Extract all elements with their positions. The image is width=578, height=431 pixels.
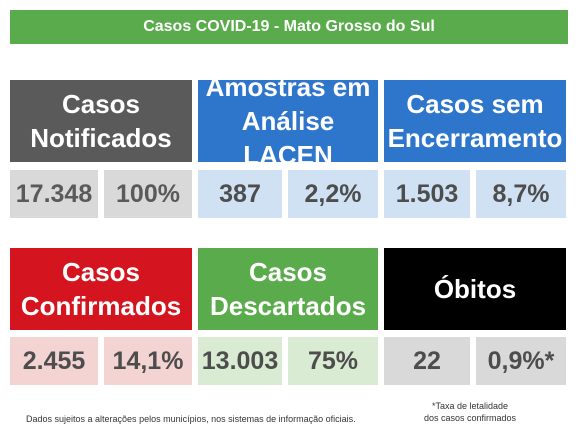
lacen-percent: 2,2% bbox=[288, 170, 378, 218]
confirmados-line1: Casos bbox=[61, 257, 141, 287]
descartados-line1: Casos bbox=[248, 257, 328, 287]
notificados-line1: Casos bbox=[61, 89, 141, 119]
notificados-header: Casos Notificados bbox=[10, 80, 192, 162]
encerramento-value: 1.503 bbox=[384, 170, 470, 218]
lacen-value: 387 bbox=[198, 170, 282, 218]
descartados-header: Casos Descartados bbox=[198, 248, 378, 330]
page-title: Casos COVID-19 - Mato Grosso do Sul bbox=[10, 10, 568, 44]
encerramento-percent: 8,7% bbox=[476, 170, 566, 218]
confirmados-header: Casos Confirmados bbox=[10, 248, 192, 330]
lethality-note-line1: *Taxa de letalidade bbox=[431, 401, 509, 411]
obitos-percent: 0,9%* bbox=[476, 337, 566, 385]
lacen-line1: Amostras em bbox=[205, 72, 371, 102]
obitos-line1: Óbitos bbox=[433, 274, 517, 304]
confirmados-percent: 14,1% bbox=[104, 337, 192, 385]
notificados-line2: Notificados bbox=[30, 123, 172, 153]
obitos-value: 22 bbox=[384, 337, 470, 385]
lethality-note: *Taxa de letalidade dos casos confirmado… bbox=[410, 400, 530, 424]
obitos-header: Óbitos bbox=[384, 248, 566, 330]
confirmados-line2: Confirmados bbox=[20, 291, 182, 321]
lacen-header: Amostras em Análise LACEN bbox=[198, 72, 378, 170]
descartados-line2: Descartados bbox=[209, 291, 367, 321]
notificados-value: 17.348 bbox=[10, 170, 98, 218]
notificados-percent: 100% bbox=[104, 170, 192, 218]
descartados-value: 13.003 bbox=[198, 337, 282, 385]
encerramento-line1: Casos sem bbox=[406, 89, 544, 119]
encerramento-header: Casos sem Encerramento bbox=[384, 80, 566, 162]
confirmados-value: 2.455 bbox=[10, 337, 98, 385]
descartados-percent: 75% bbox=[288, 337, 378, 385]
lacen-line2: Análise LACEN bbox=[241, 106, 335, 170]
encerramento-line2: Encerramento bbox=[387, 123, 563, 153]
lethality-note-line2: dos casos confirmados bbox=[423, 413, 517, 423]
data-disclaimer: Dados sujeitos a alterações pelos municí… bbox=[26, 414, 356, 424]
